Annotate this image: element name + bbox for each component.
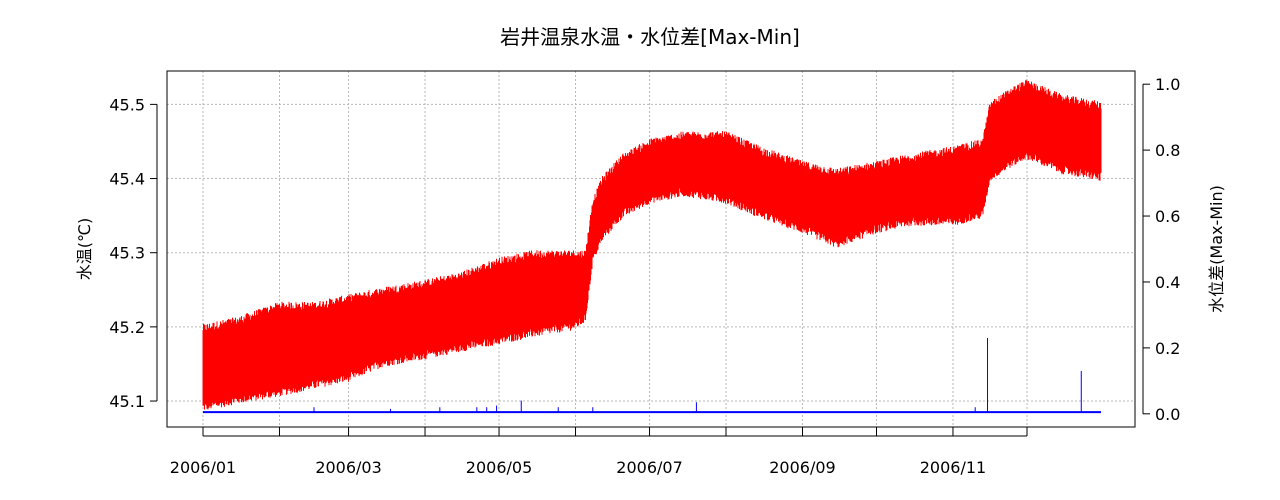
plot-frame <box>166 70 1136 428</box>
x-tick-label: 2006/05 <box>466 458 532 477</box>
y-axis-title-left: 水温(℃) <box>75 218 94 280</box>
x-tick-label: 2006/07 <box>616 458 682 477</box>
y2-tick-label: 1.0 <box>1155 75 1180 94</box>
x-tick-label: 2006/11 <box>920 458 986 477</box>
y-tick-label: 45.3 <box>109 244 145 263</box>
y-axis-right: 0.0 0.2 0.4 0.6 0.8 1.0 <box>1142 75 1180 424</box>
y2-tick-label: 0.6 <box>1155 207 1180 226</box>
y-tick-label: 45.4 <box>109 170 145 189</box>
x-tick-label: 2006/09 <box>769 458 835 477</box>
chart-title: 岩井温泉水温・水位差[Max-Min] <box>500 25 800 49</box>
water-temperature-series <box>202 79 1102 410</box>
temperature-band <box>202 79 1102 410</box>
water-level-difference-series <box>203 338 1101 414</box>
y-tick-label: 45.2 <box>109 318 145 337</box>
y2-tick-label: 0.0 <box>1155 405 1180 424</box>
y-axis-title-right: 水位差(Max-Min) <box>1207 185 1226 313</box>
x-tick-label: 2006/03 <box>315 458 381 477</box>
x-tick-label: 2006/01 <box>170 458 236 477</box>
y-tick-label: 45.1 <box>109 392 145 411</box>
y2-tick-label: 0.2 <box>1155 339 1180 358</box>
y2-tick-label: 0.4 <box>1155 273 1180 292</box>
y2-tick-label: 0.8 <box>1155 141 1180 160</box>
x-axis: 2006/01 2006/03 2006/05 2006/07 2006/09 2006/… <box>170 427 1028 477</box>
y-axis-left: 45.1 45.2 45.3 45.4 45.5 <box>109 95 158 411</box>
y-tick-label: 45.5 <box>109 95 145 114</box>
